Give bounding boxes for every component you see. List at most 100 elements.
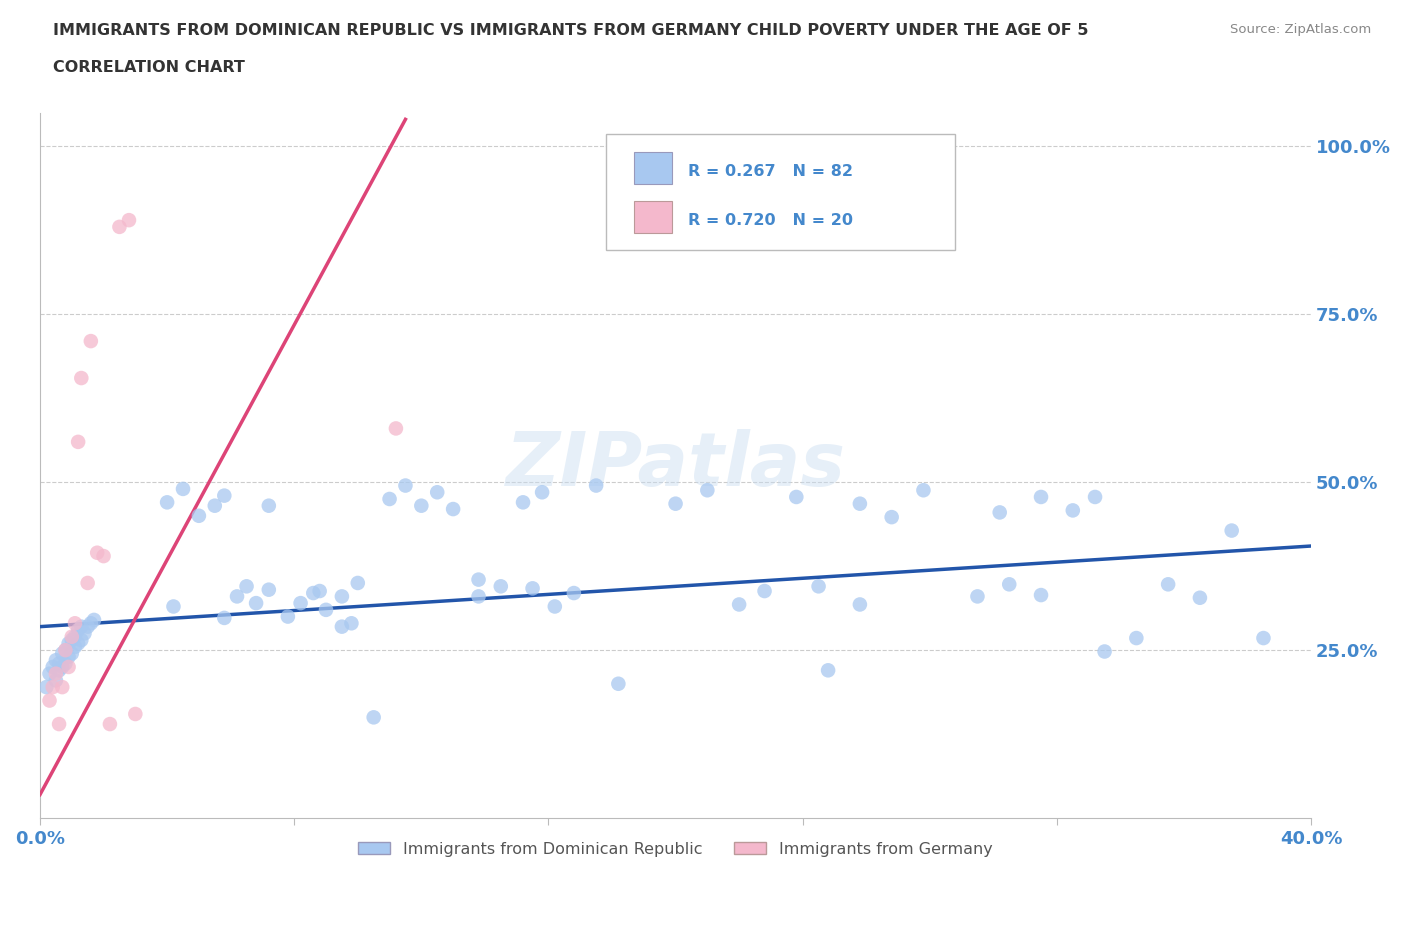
Point (214, 488, 236, 503)
Text: Source: ZipAtlas.com: Source: ZipAtlas.com (1230, 23, 1371, 36)
Point (562, 586, 585, 601)
Point (290, 596, 312, 611)
Point (1188, 591, 1211, 605)
Point (93, 549, 115, 564)
Point (108, 219, 131, 234)
Point (1029, 489, 1052, 504)
Point (235, 578, 257, 593)
Text: R = 0.720   N = 20: R = 0.720 N = 20 (689, 213, 853, 228)
Point (441, 501, 464, 516)
FancyBboxPatch shape (606, 134, 955, 250)
Point (849, 597, 872, 612)
Point (63, 639, 86, 654)
Point (60, 646, 83, 661)
Point (257, 582, 280, 597)
Point (330, 619, 353, 634)
Point (51, 646, 73, 661)
Point (817, 663, 839, 678)
Point (58, 649, 80, 664)
Point (346, 576, 368, 591)
Point (48, 657, 70, 671)
Point (73, 626, 96, 641)
Point (522, 581, 544, 596)
Point (807, 578, 830, 593)
Point (696, 483, 718, 498)
Point (411, 498, 433, 513)
Point (80, 334, 103, 349)
Point (1094, 644, 1116, 659)
Point (67, 434, 90, 449)
Point (912, 483, 935, 498)
Point (257, 498, 280, 513)
Legend: Immigrants from Dominican Republic, Immigrants from Germany: Immigrants from Dominican Republic, Immi… (352, 835, 1000, 863)
Point (45, 666, 67, 681)
Point (664, 497, 686, 512)
Point (55, 657, 77, 671)
Point (76, 619, 98, 634)
Point (308, 584, 330, 599)
Point (41, 659, 63, 674)
Point (544, 599, 567, 614)
Point (363, 710, 385, 724)
Point (1084, 489, 1107, 504)
Point (988, 505, 1011, 520)
Point (48, 663, 70, 678)
Point (162, 599, 184, 614)
Point (204, 498, 226, 513)
Point (70, 370, 93, 385)
Point (1029, 588, 1052, 603)
Point (880, 510, 903, 525)
Text: CORRELATION CHART: CORRELATION CHART (53, 60, 245, 75)
Point (172, 482, 194, 497)
Point (45, 673, 67, 688)
Point (156, 495, 179, 510)
Point (754, 584, 776, 599)
Point (728, 597, 751, 612)
Point (124, 707, 146, 722)
Point (38, 693, 60, 708)
Point (67, 636, 90, 651)
Point (302, 586, 325, 601)
Point (385, 421, 408, 436)
Point (86, 545, 108, 560)
Text: R = 0.267   N = 82: R = 0.267 N = 82 (689, 164, 853, 179)
Point (585, 478, 607, 493)
Text: ZIPatlas: ZIPatlas (506, 429, 845, 502)
Point (1062, 503, 1084, 518)
Point (60, 632, 83, 647)
Point (1220, 523, 1243, 538)
Point (35, 680, 58, 695)
Point (38, 666, 60, 681)
Point (315, 603, 337, 618)
Point (489, 578, 512, 593)
Point (512, 495, 534, 510)
Point (58, 636, 80, 651)
Point (55, 643, 77, 658)
Point (187, 509, 209, 524)
Point (607, 676, 630, 691)
Point (277, 609, 299, 624)
Point (531, 485, 554, 499)
Point (45, 653, 67, 668)
Point (426, 485, 449, 499)
Point (98, 717, 121, 732)
Point (80, 616, 103, 631)
Point (67, 622, 90, 637)
Point (83, 613, 105, 628)
Bar (634, 201, 672, 232)
Text: IMMIGRANTS FROM DOMINICAN REPUBLIC VS IMMIGRANTS FROM GERMANY CHILD POVERTY UNDE: IMMIGRANTS FROM DOMINICAN REPUBLIC VS IM… (53, 23, 1088, 38)
Point (58, 659, 80, 674)
Point (966, 589, 988, 604)
Point (51, 680, 73, 695)
Point (467, 572, 489, 587)
Point (226, 589, 249, 604)
Point (48, 717, 70, 732)
Point (76, 576, 98, 591)
Point (41, 680, 63, 695)
Point (55, 643, 77, 658)
Point (1157, 577, 1180, 591)
Point (467, 589, 489, 604)
Point (60, 630, 83, 644)
Point (70, 632, 93, 647)
Point (63, 616, 86, 631)
